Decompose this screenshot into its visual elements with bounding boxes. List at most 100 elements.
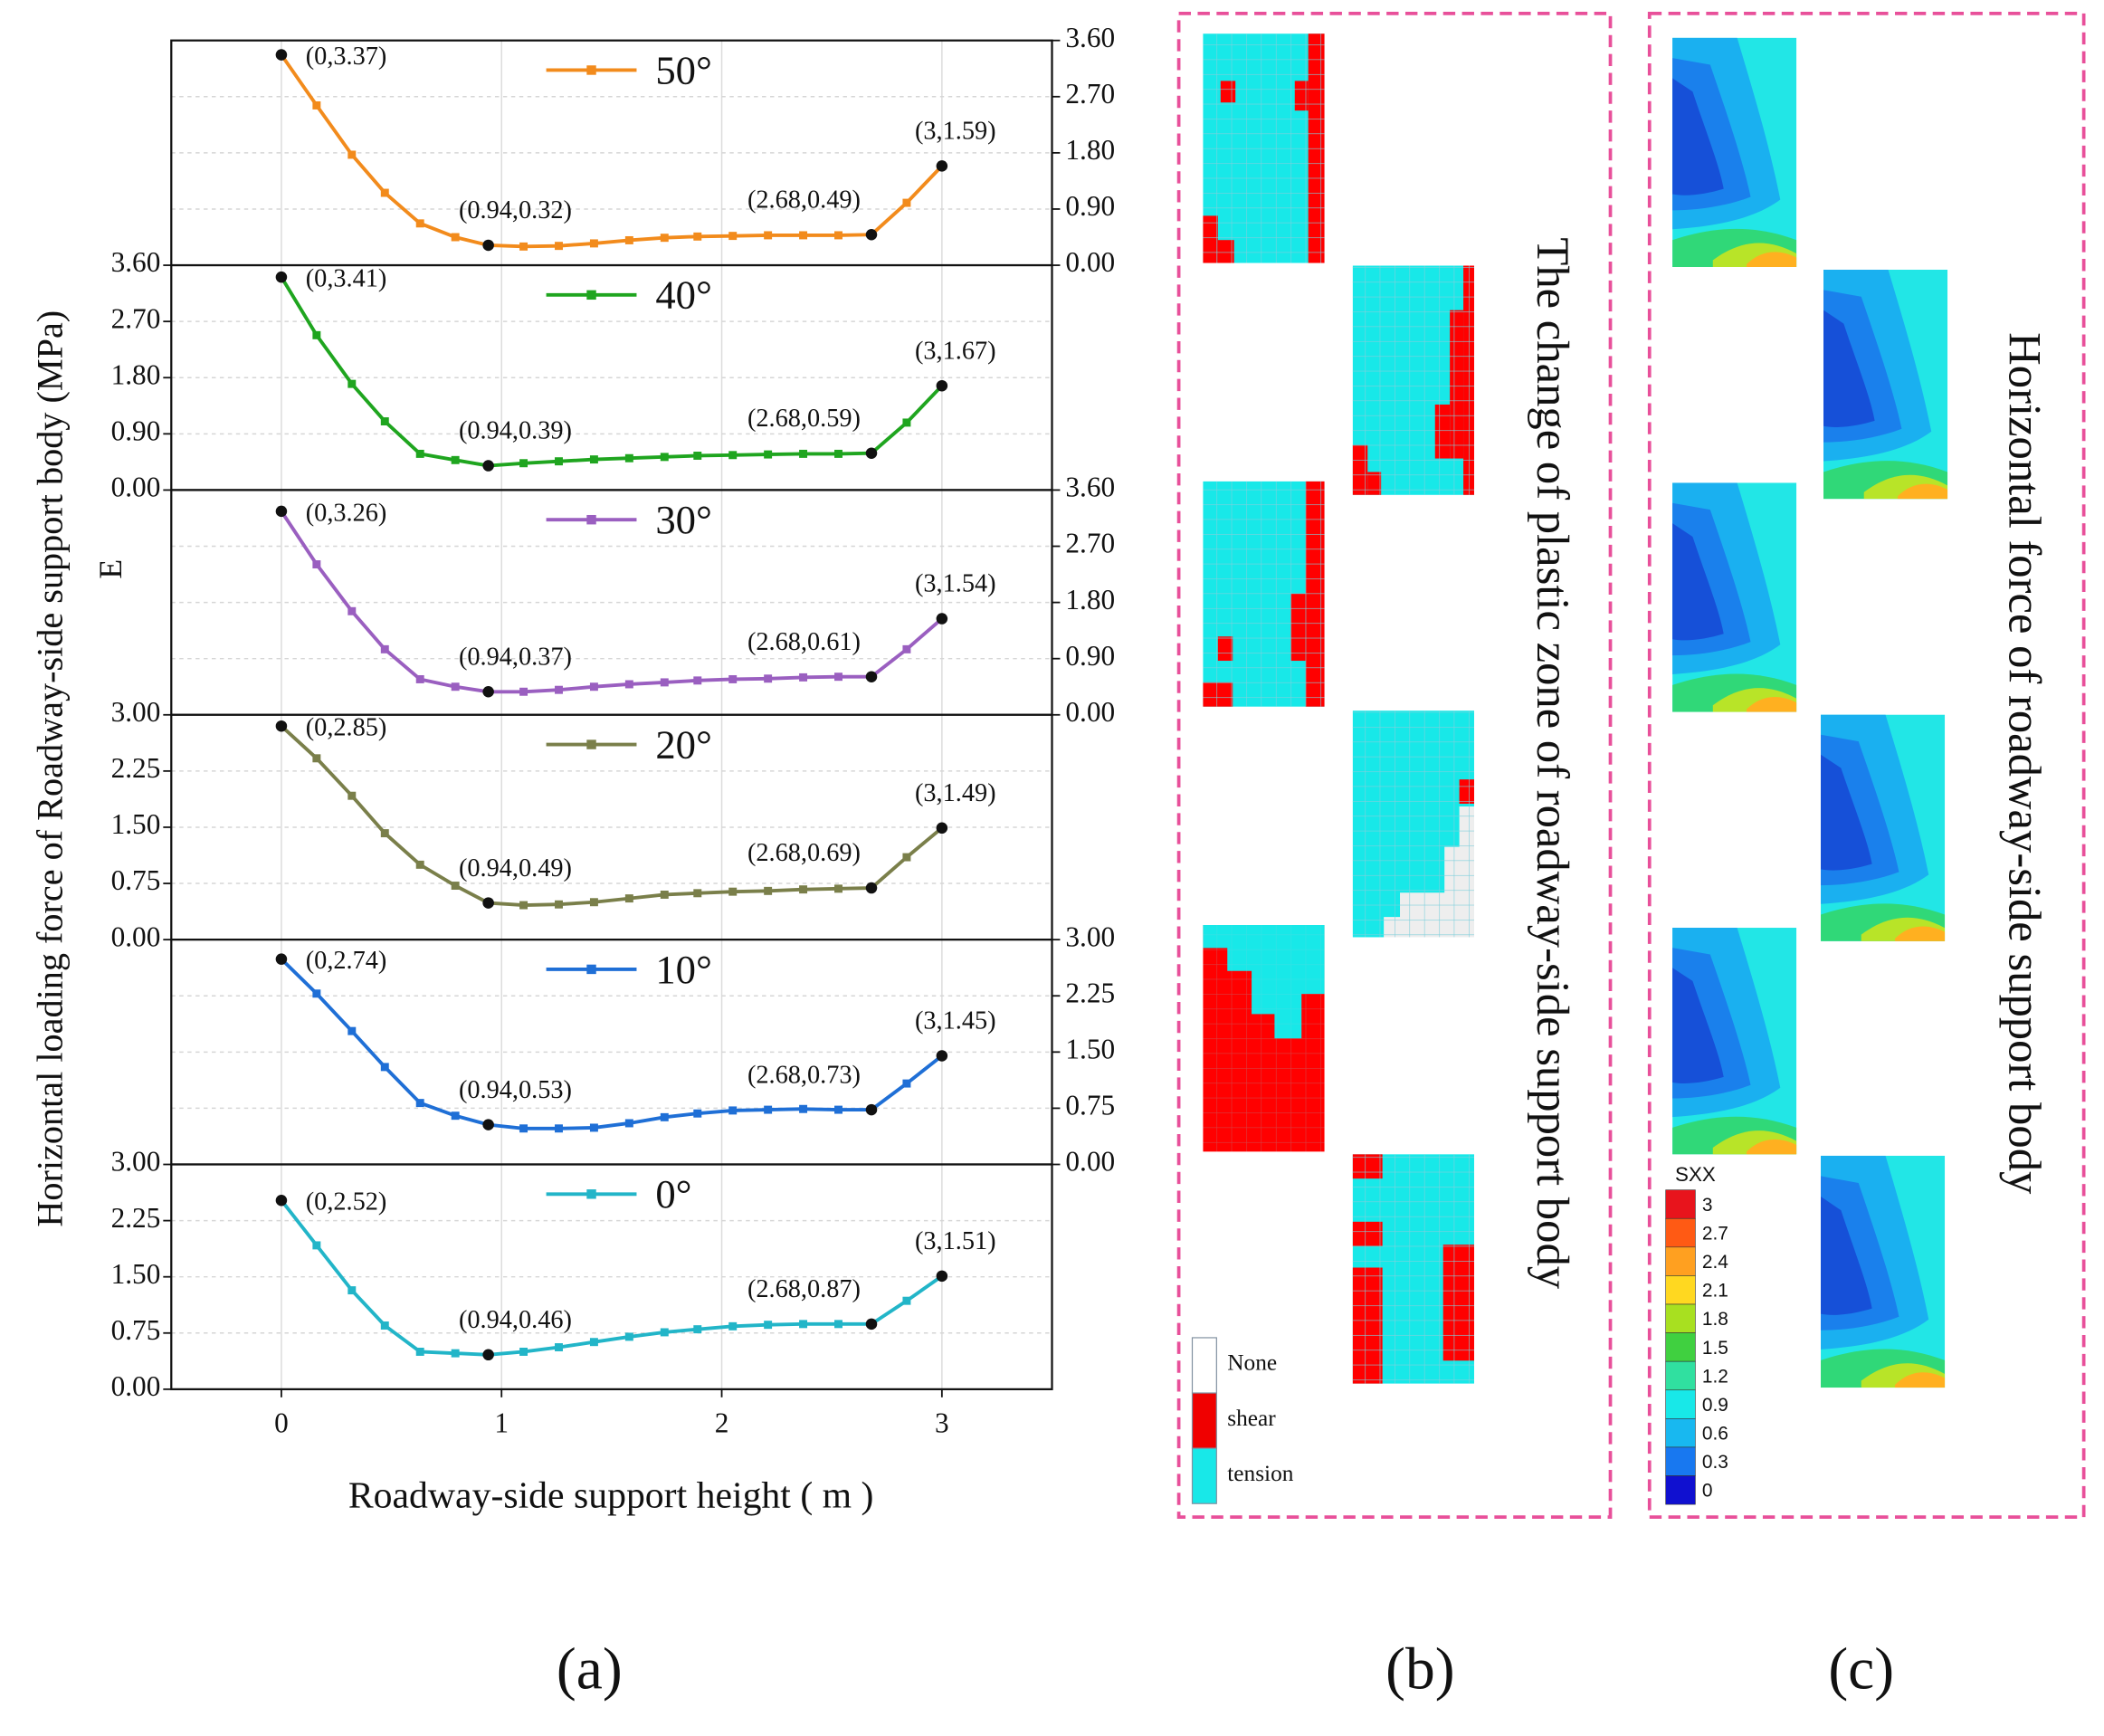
colorbar-label: 3 [1702,1195,1713,1216]
legend-swatch [1191,1337,1217,1394]
marker [380,644,389,653]
y-tick-label: 0.00 [1065,1146,1115,1178]
marker [902,418,911,427]
highlight-point [275,505,288,518]
y-tick-label: 3.00 [111,1146,161,1178]
series-line [280,724,944,908]
subplot: 0.00 0.90 1.80 2.70 3.60 50° (0,3.37) (0.94,0.3… [170,22,1115,278]
colorbar-label: 0 [1702,1481,1713,1502]
annotation: (0,2.52) [306,1188,387,1216]
legend-label: tension [1227,1461,1294,1486]
y-tick-label: 2.70 [1065,78,1115,110]
marker [380,1063,389,1072]
y-tick-label: 2.25 [111,1202,161,1234]
y-tick-label: 0.90 [111,415,161,447]
colorbar-label: 0.9 [1702,1395,1728,1416]
annotation: (0,3.26) [306,499,387,527]
colorbar-swatch [1665,1360,1696,1391]
colorbar-label: 1.8 [1702,1309,1728,1330]
highlight-point [482,897,494,909]
annotation: (3,1.49) [915,779,996,807]
plastic-legend: None shear tension [1191,1337,1294,1504]
series-line [280,276,944,468]
legend-marker [586,739,596,749]
y-tick-label: 1.80 [1065,134,1115,166]
highlight-point [865,447,878,459]
marker [451,1111,460,1121]
highlight-point [865,882,878,894]
marker [312,754,321,763]
highlight-point [865,228,878,241]
marker [902,644,911,653]
marker [415,449,424,458]
legend-label: 30° [655,497,712,542]
highlight-point [936,160,948,172]
y-tick-label: 1.80 [111,358,161,390]
y-tick-label: 0.75 [111,864,161,896]
highlight-point [936,1270,948,1283]
marker [728,887,738,896]
annotation: (0.94,0.39) [459,417,572,445]
marker [451,455,460,464]
x-axis-label: Roadway-side support height ( m ) [348,1475,874,1517]
marker [589,1123,598,1132]
marker [451,1349,460,1358]
marker [312,989,321,998]
y-tick-label: 0.75 [1065,1090,1115,1121]
highlight-point [936,379,948,392]
y-tick-label: 2.25 [1065,977,1115,1008]
marker [624,235,633,244]
colorbar-swatch [1665,1303,1696,1333]
marker [799,885,808,894]
marker [764,1105,773,1114]
x-tick-label: 1 [494,1407,509,1438]
panel-c-title: Horizontal force of roadway-side support… [2000,332,2051,1195]
marker [415,219,424,228]
legend-label: shear [1227,1406,1276,1431]
colorbar-label: 0.3 [1702,1452,1728,1473]
caption: (b) [1385,1636,1454,1702]
legend-marker [586,964,596,975]
marker [834,1320,843,1329]
marker [764,231,773,240]
marker [451,233,460,242]
marker [799,1104,808,1113]
colorbar-label: 1.5 [1702,1338,1728,1359]
marker [660,453,669,462]
annotation: (3,1.54) [915,570,996,598]
annotation: (0,2.85) [306,714,387,742]
colorbar-label: 2.7 [1702,1223,1728,1244]
marker [589,1338,598,1347]
marker [693,1109,702,1118]
y-tick-label: 0.90 [1065,640,1115,672]
legend-marker [586,65,596,75]
subplot: 0.00 0.75 1.50 2.25 3.00 10° (0,2.74) (0.94,0.5… [170,920,1115,1178]
marker [660,1112,669,1121]
marker [693,232,702,241]
side-label: E [92,559,129,579]
y-tick-label: 0.90 [1065,190,1115,222]
y-tick-label: 0.00 [111,920,161,952]
colorbar-label: 2.4 [1702,1252,1728,1273]
marker [347,791,357,800]
highlight-point [275,720,288,732]
legend-label: 20° [655,721,712,767]
annotation: (3,1.67) [915,337,996,365]
y-tick-label: 3.60 [1065,472,1115,503]
marker [519,459,528,468]
marker [415,674,424,683]
y-tick-label: 3.60 [111,246,161,278]
marker [555,685,563,694]
marker [728,232,738,241]
marker [519,901,528,910]
legend-label: 10° [655,947,712,992]
marker [902,198,911,207]
highlight-point [865,1318,878,1331]
panel-c-frame [1647,12,2086,1519]
y-tick-label: 1.50 [111,808,161,840]
highlight-point [482,460,494,472]
marker [764,450,773,459]
y-tick-label: 0.00 [111,1370,161,1402]
